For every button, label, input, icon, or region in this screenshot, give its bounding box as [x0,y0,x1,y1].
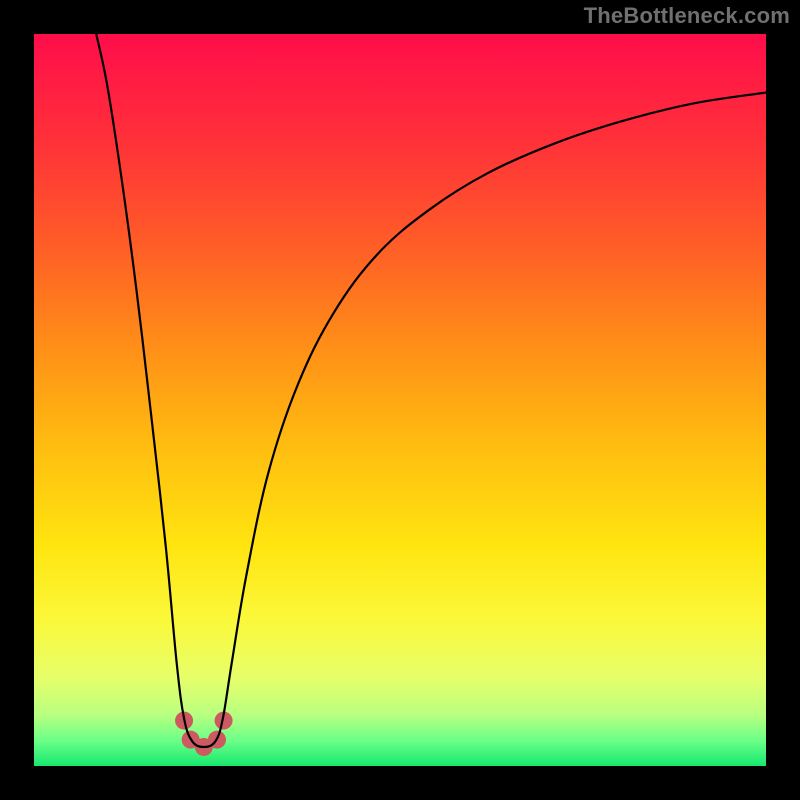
watermark-text: TheBottleneck.com [584,3,790,29]
bottleneck-curve-chart [0,0,800,800]
chart-plot-area [34,34,766,766]
